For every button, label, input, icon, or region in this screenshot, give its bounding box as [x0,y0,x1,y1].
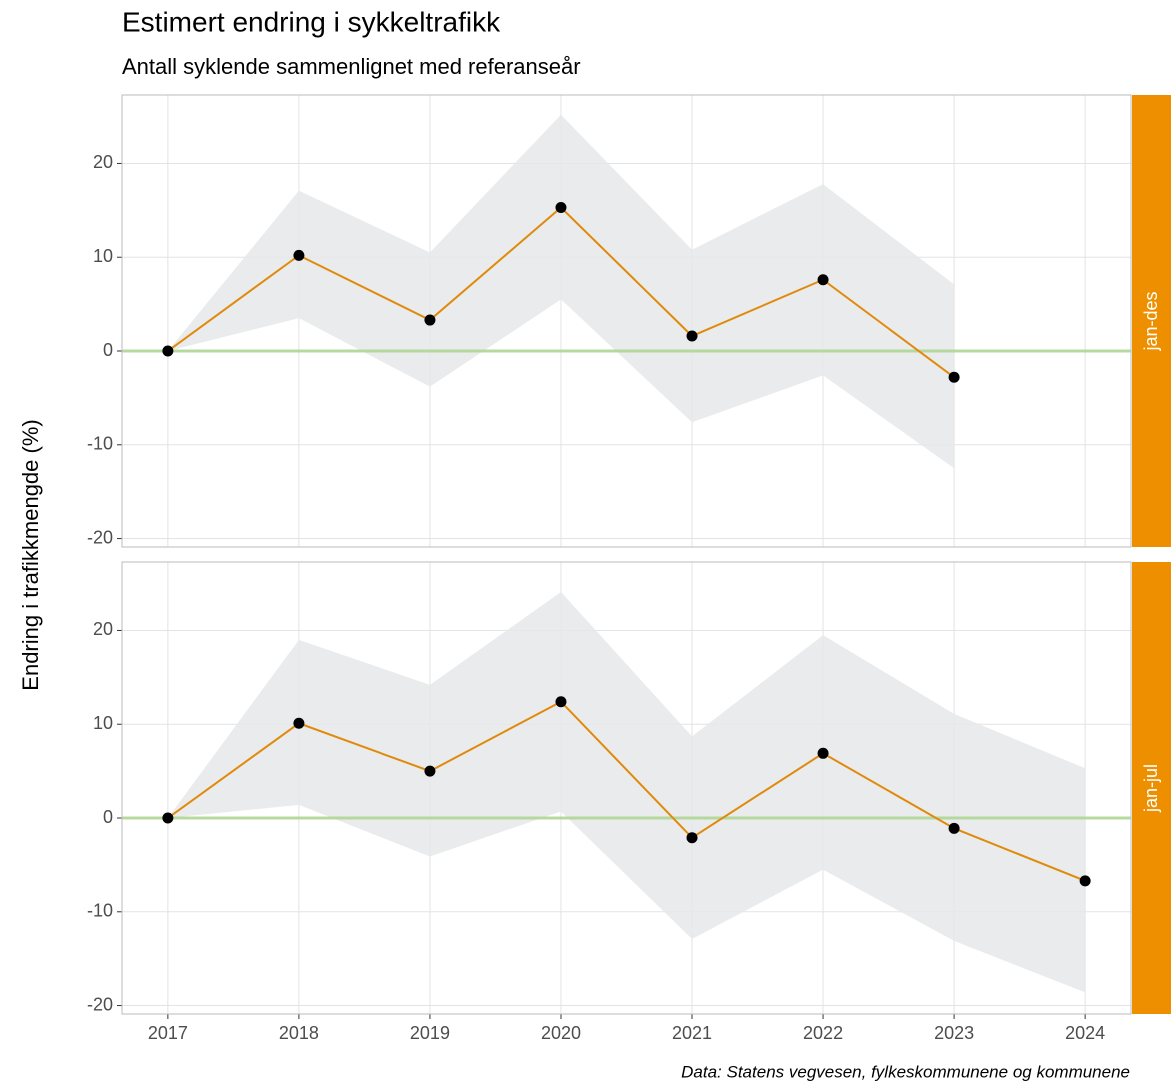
x-tick-label: 2022 [803,1023,843,1043]
x-tick-label: 2023 [934,1023,974,1043]
y-tick-label: 0 [103,340,113,360]
panel-border [121,561,1132,1015]
facet-strip [1132,562,1171,1014]
x-tick-label: 2017 [148,1023,188,1043]
point [686,330,698,342]
chart-title: Estimert endring i sykkeltrafikk [122,6,501,37]
point [424,765,436,777]
y-tick-label: 20 [93,619,113,639]
y-tick-label: 0 [103,807,113,827]
y-tick-label: -10 [87,901,113,921]
point [555,202,567,214]
point [686,832,698,844]
confidence-band [167,114,955,469]
x-tick-label: 2019 [410,1023,450,1043]
point [1079,875,1091,887]
point [555,696,567,708]
point [948,822,960,834]
panel-border [121,94,1132,548]
confidence-band [167,592,1086,993]
point [293,249,305,261]
chart-subtitle: Antall syklende sammenlignet med referan… [122,54,581,79]
y-axis-label: Endring i trafikkmengde (%) [18,419,43,690]
y-tick-label: -20 [87,994,113,1014]
y-tick-label: -10 [87,434,113,454]
x-tick-label: 2021 [672,1023,712,1043]
y-tick-label: -20 [87,527,113,547]
facet-strip [1132,95,1171,547]
point [424,314,436,326]
x-tick-label: 2018 [279,1023,319,1043]
point [162,812,174,824]
point [293,717,305,729]
point [948,371,960,383]
facet-label: jan-des [1141,291,1161,351]
y-tick-label: 10 [93,246,113,266]
x-tick-label: 2024 [1065,1023,1105,1043]
y-tick-label: 10 [93,713,113,733]
line [167,700,1086,882]
point [817,274,829,286]
point [817,747,829,759]
point [162,345,174,357]
caption: Data: Statens vegvesen, fylkeskommunene … [681,1062,1130,1081]
x-tick-label: 2020 [541,1023,581,1043]
facet-label: jan-jul [1141,764,1161,813]
y-tick-label: 20 [93,152,113,172]
